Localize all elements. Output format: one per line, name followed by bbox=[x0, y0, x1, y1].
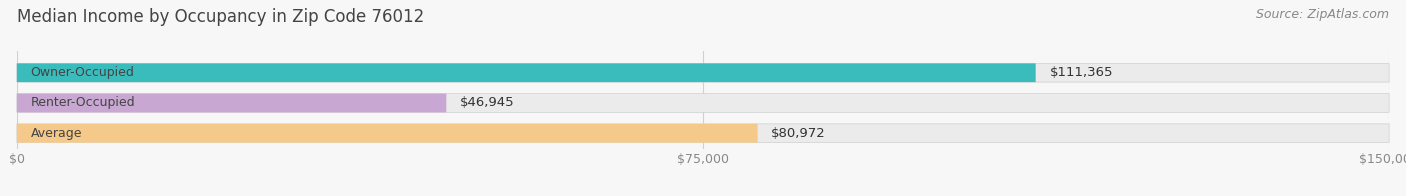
Text: $80,972: $80,972 bbox=[772, 127, 827, 140]
Text: Average: Average bbox=[31, 127, 82, 140]
Text: Median Income by Occupancy in Zip Code 76012: Median Income by Occupancy in Zip Code 7… bbox=[17, 8, 425, 26]
FancyBboxPatch shape bbox=[17, 63, 1036, 82]
Text: Owner-Occupied: Owner-Occupied bbox=[31, 66, 135, 79]
FancyBboxPatch shape bbox=[17, 124, 1389, 143]
FancyBboxPatch shape bbox=[17, 124, 758, 143]
FancyBboxPatch shape bbox=[17, 63, 1389, 82]
Text: Renter-Occupied: Renter-Occupied bbox=[31, 96, 135, 110]
FancyBboxPatch shape bbox=[17, 94, 1389, 112]
Text: $46,945: $46,945 bbox=[460, 96, 515, 110]
Text: Source: ZipAtlas.com: Source: ZipAtlas.com bbox=[1256, 8, 1389, 21]
FancyBboxPatch shape bbox=[17, 94, 446, 112]
Text: $111,365: $111,365 bbox=[1049, 66, 1114, 79]
